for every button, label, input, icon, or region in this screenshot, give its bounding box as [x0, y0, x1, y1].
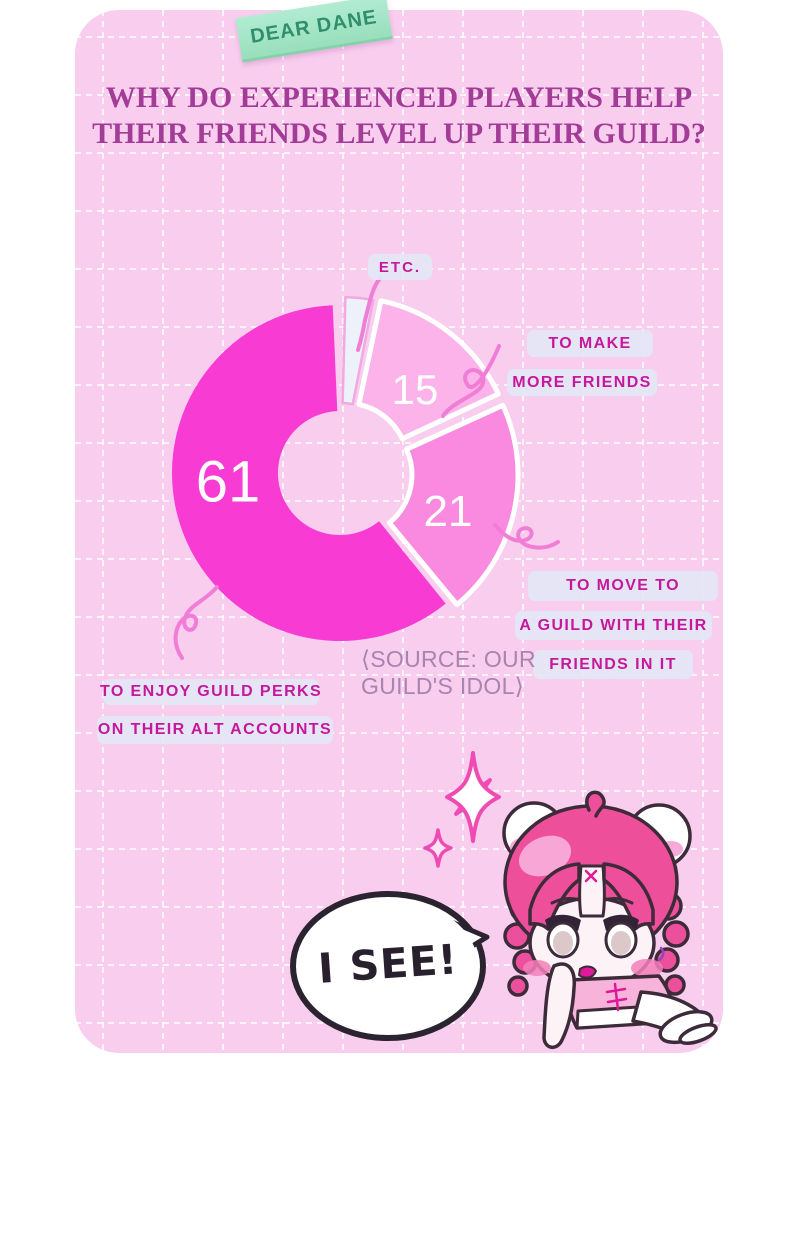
infographic-card: WHY DO EXPERIENCED PLAYERS HELP THEIR FR… [75, 10, 723, 1053]
hand [542, 962, 576, 1049]
value-label-61: 61 [195, 449, 261, 515]
squiggle-move-guild [493, 523, 560, 550]
callout-guild-perks-2: ON THEIR ALT ACCOUNTS [97, 716, 333, 744]
hair-antenna [585, 790, 606, 818]
slice-21 [386, 402, 521, 608]
callout-move-guild-1: TO MOVE TO [528, 571, 718, 601]
sparkle-small-icon [423, 828, 453, 868]
squiggle-connectors [173, 276, 560, 660]
page-title-line1: WHY DO EXPERIENCED PLAYERS HELP [105, 81, 693, 114]
speech-bubble-text: I SEE! [316, 935, 460, 993]
squiggle-etc [356, 276, 382, 352]
speech-bubble [290, 891, 490, 1041]
source-caption-line2: GUILD'S IDOL⟩ [361, 673, 524, 699]
callout-make-friends-1: TO MAKE [527, 330, 653, 357]
bang-left [528, 862, 581, 931]
value-label-15: 15 [391, 366, 439, 413]
value-label-21: 21 [423, 487, 473, 536]
tape-label-text: DEAR DANE [248, 5, 379, 48]
slice-61 [171, 305, 446, 642]
bang-right [602, 862, 655, 931]
blush-left [523, 960, 551, 976]
callout-move-guild-2: A GUILD WITH THEIR [515, 611, 712, 640]
squiggle-make-friends [441, 344, 501, 418]
source-caption: ⟨SOURCE: OUR GUILD'S IDOL⟩ [361, 646, 536, 700]
page-title-line2: THEIR FRIENDS LEVEL UP THEIR GUILD? [92, 117, 706, 150]
page-title: WHY DO EXPERIENCED PLAYERS HELP THEIR FR… [75, 80, 723, 152]
slice-15 [356, 298, 501, 442]
chibi-character [502, 790, 718, 1049]
callout-move-guild-3: FRIENDS IN IT [533, 650, 693, 679]
squiggle-guild-perks [173, 585, 219, 660]
callout-guild-perks-1: TO ENJOY GUILD PERKS [100, 679, 321, 705]
callout-etc: ETC. [368, 254, 432, 280]
infographic-art [75, 10, 723, 1053]
source-caption-line1: ⟨SOURCE: OUR [361, 646, 536, 672]
sparkle-large-icon [445, 751, 501, 843]
mouth [578, 965, 597, 979]
callout-make-friends-2: MORE FRIENDS [507, 369, 657, 396]
blush-right [631, 959, 663, 977]
